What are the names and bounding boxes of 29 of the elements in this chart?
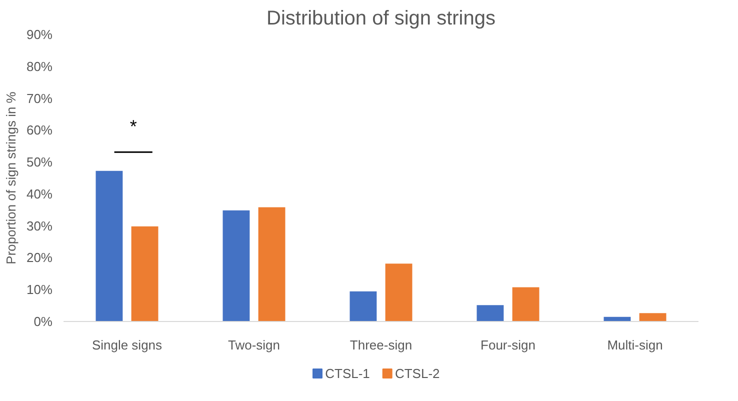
annotation: * — [130, 116, 137, 136]
y-tick-label: 20% — [26, 250, 53, 266]
y-tick-label: 50% — [26, 154, 53, 170]
legend-label: CTSL-1 — [325, 366, 370, 381]
y-tick-label: 30% — [26, 218, 53, 234]
y-tick-label: 70% — [26, 90, 53, 106]
y-tick-label: 10% — [26, 282, 53, 298]
x-tick-label: Four-sign — [480, 338, 536, 352]
x-tick-label: Single signs — [92, 338, 163, 352]
bar — [476, 304, 505, 322]
y-tick-label: 40% — [26, 186, 53, 202]
bar — [511, 286, 540, 322]
bar — [130, 225, 160, 322]
y-tick-label: 80% — [26, 58, 53, 74]
bar — [348, 290, 378, 322]
chart-title: Distribution of sign strings — [266, 8, 496, 30]
x-tick-label: Multi-sign — [607, 338, 663, 352]
bar — [222, 209, 251, 322]
y-tick-label: 60% — [26, 122, 53, 138]
x-tick-label: Two-sign — [228, 338, 280, 352]
x-tick-label: Three-sign — [350, 338, 412, 352]
y-tick-label: 90% — [26, 27, 53, 42]
y-tick-label: 0% — [34, 314, 53, 329]
bar — [94, 170, 124, 322]
bar — [257, 206, 286, 322]
bar — [638, 312, 668, 322]
legend-label: CTSL-2 — [394, 366, 440, 381]
bar — [384, 262, 414, 322]
y-axis-title: Proportion of sign strings in % — [3, 91, 18, 264]
